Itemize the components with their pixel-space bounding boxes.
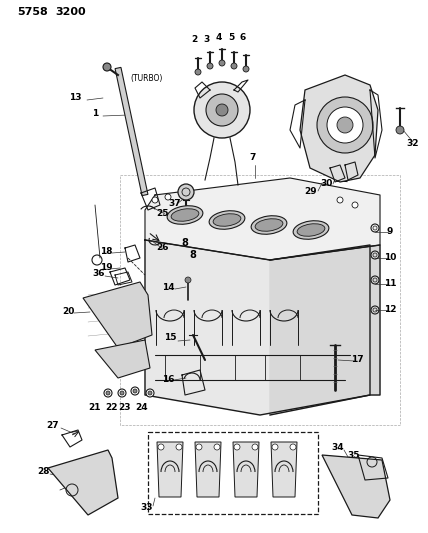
Ellipse shape bbox=[171, 209, 199, 221]
Circle shape bbox=[207, 63, 213, 69]
Polygon shape bbox=[270, 245, 380, 415]
Circle shape bbox=[252, 444, 258, 450]
Text: 25: 25 bbox=[157, 208, 169, 217]
Circle shape bbox=[158, 444, 164, 450]
Ellipse shape bbox=[255, 219, 283, 231]
Circle shape bbox=[352, 202, 358, 208]
Bar bbox=[148, 432, 318, 514]
Text: 7: 7 bbox=[250, 154, 256, 163]
Text: 13: 13 bbox=[69, 93, 81, 101]
Circle shape bbox=[104, 389, 112, 397]
Text: 5: 5 bbox=[228, 34, 234, 43]
Text: 26: 26 bbox=[157, 244, 169, 253]
Text: 21: 21 bbox=[89, 403, 101, 413]
Text: 8: 8 bbox=[190, 250, 196, 260]
Circle shape bbox=[148, 391, 152, 395]
Text: 6: 6 bbox=[240, 34, 246, 43]
Circle shape bbox=[234, 444, 240, 450]
Circle shape bbox=[146, 389, 154, 397]
Circle shape bbox=[216, 104, 228, 116]
Text: 4: 4 bbox=[216, 34, 222, 43]
Text: 18: 18 bbox=[100, 246, 112, 255]
Text: 17: 17 bbox=[351, 356, 363, 365]
Text: 3200: 3200 bbox=[55, 7, 86, 17]
Circle shape bbox=[106, 391, 110, 395]
Ellipse shape bbox=[213, 214, 241, 226]
Circle shape bbox=[195, 69, 201, 75]
Circle shape bbox=[120, 391, 124, 395]
Circle shape bbox=[231, 63, 237, 69]
Text: 19: 19 bbox=[100, 262, 112, 271]
Text: 14: 14 bbox=[162, 282, 174, 292]
Polygon shape bbox=[300, 75, 378, 182]
Polygon shape bbox=[157, 442, 183, 497]
Text: 31: 31 bbox=[336, 175, 348, 184]
Text: 16: 16 bbox=[162, 375, 174, 384]
Polygon shape bbox=[195, 442, 221, 497]
Text: 35: 35 bbox=[348, 450, 360, 459]
Text: 3: 3 bbox=[204, 35, 210, 44]
Text: 12: 12 bbox=[384, 305, 396, 314]
Polygon shape bbox=[271, 442, 297, 497]
Circle shape bbox=[118, 389, 126, 397]
Text: 28: 28 bbox=[37, 467, 49, 477]
Circle shape bbox=[317, 97, 373, 153]
Circle shape bbox=[103, 63, 111, 71]
Text: 23: 23 bbox=[119, 403, 131, 413]
Text: 8: 8 bbox=[181, 238, 188, 248]
Polygon shape bbox=[115, 67, 148, 196]
Text: 11: 11 bbox=[384, 279, 396, 288]
Text: 36: 36 bbox=[93, 270, 105, 279]
Ellipse shape bbox=[251, 216, 287, 235]
Text: (TURBO): (TURBO) bbox=[130, 74, 162, 83]
Circle shape bbox=[196, 444, 202, 450]
Polygon shape bbox=[322, 455, 390, 518]
Text: 37: 37 bbox=[169, 198, 181, 207]
Polygon shape bbox=[145, 240, 370, 415]
Text: 24: 24 bbox=[136, 403, 149, 413]
Text: 30: 30 bbox=[321, 179, 333, 188]
Circle shape bbox=[219, 60, 225, 66]
Text: 10: 10 bbox=[384, 254, 396, 262]
Bar bbox=[120, 175, 400, 425]
Circle shape bbox=[337, 117, 353, 133]
Circle shape bbox=[396, 126, 404, 134]
Circle shape bbox=[327, 107, 363, 143]
Polygon shape bbox=[83, 282, 152, 348]
Text: 5758: 5758 bbox=[17, 7, 48, 17]
Circle shape bbox=[243, 66, 249, 72]
Circle shape bbox=[131, 387, 139, 395]
Text: 22: 22 bbox=[106, 403, 118, 413]
Circle shape bbox=[176, 444, 182, 450]
Text: 34: 34 bbox=[332, 442, 344, 451]
Text: 27: 27 bbox=[47, 422, 59, 431]
Polygon shape bbox=[95, 340, 150, 378]
Polygon shape bbox=[233, 442, 259, 497]
Text: 33: 33 bbox=[141, 503, 153, 512]
Text: 1: 1 bbox=[92, 109, 98, 118]
Circle shape bbox=[178, 184, 194, 200]
Text: 20: 20 bbox=[62, 308, 74, 317]
Circle shape bbox=[206, 94, 238, 126]
Text: 29: 29 bbox=[305, 187, 317, 196]
Text: 2: 2 bbox=[191, 35, 197, 44]
Polygon shape bbox=[145, 178, 380, 260]
Circle shape bbox=[133, 389, 137, 393]
Circle shape bbox=[214, 444, 220, 450]
Text: 9: 9 bbox=[387, 227, 393, 236]
Circle shape bbox=[152, 197, 158, 203]
Circle shape bbox=[185, 277, 191, 283]
Polygon shape bbox=[48, 450, 118, 515]
Circle shape bbox=[337, 197, 343, 203]
Circle shape bbox=[165, 194, 171, 200]
Text: 32: 32 bbox=[407, 139, 419, 148]
Ellipse shape bbox=[209, 211, 245, 229]
Text: 15: 15 bbox=[164, 334, 176, 343]
Ellipse shape bbox=[167, 206, 203, 224]
Ellipse shape bbox=[297, 224, 325, 236]
Circle shape bbox=[194, 82, 250, 138]
Ellipse shape bbox=[293, 221, 329, 239]
Circle shape bbox=[272, 444, 278, 450]
Circle shape bbox=[290, 444, 296, 450]
